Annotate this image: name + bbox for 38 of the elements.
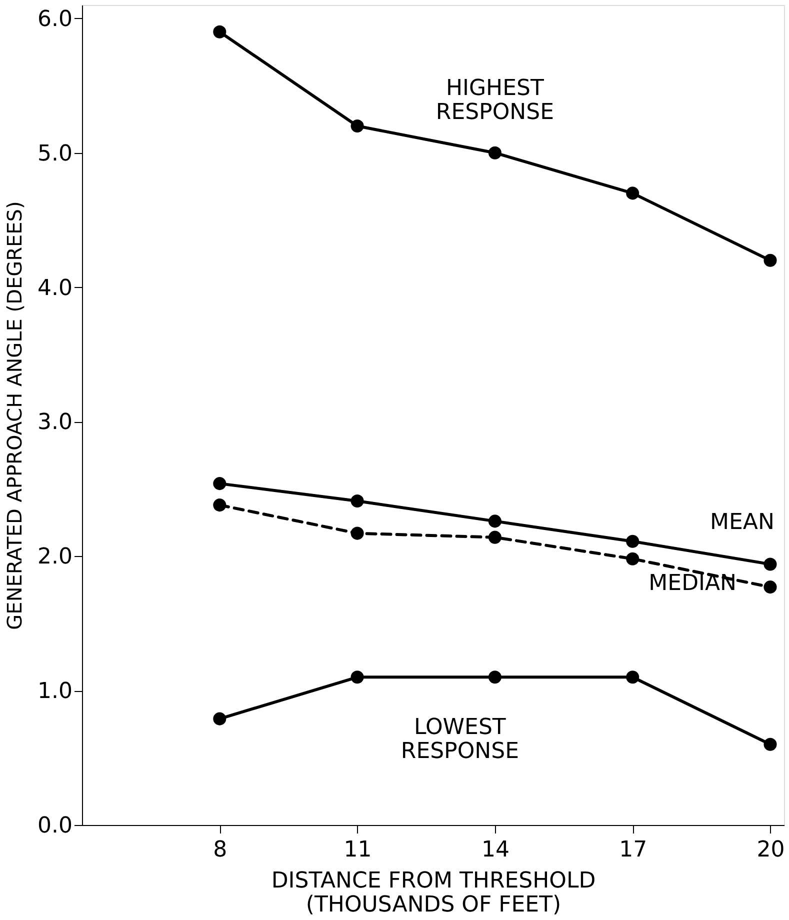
point — [626, 534, 640, 548]
x-tick-label: 20 — [756, 838, 785, 862]
y-tick-label: 4.0 — [38, 276, 72, 301]
point — [488, 146, 502, 160]
x-tick-label: 17 — [619, 838, 648, 862]
point — [350, 119, 364, 132]
x-tick-label: 14 — [481, 838, 510, 862]
point — [350, 526, 364, 540]
series-label: MEAN — [710, 510, 774, 536]
point — [626, 552, 640, 566]
point — [764, 558, 777, 571]
point — [626, 670, 640, 684]
y-tick-label: 6.0 — [38, 6, 72, 32]
x-tick-label: 11 — [344, 838, 372, 862]
point — [488, 514, 502, 528]
series-label: LOWEST RESPONSE — [400, 715, 519, 764]
point — [764, 254, 777, 267]
point — [213, 25, 226, 38]
point — [350, 494, 364, 508]
y-tick-label: 5.0 — [38, 141, 72, 166]
y-tick-label: 3.0 — [38, 410, 72, 436]
point — [213, 498, 226, 512]
point — [488, 530, 502, 544]
point — [764, 580, 777, 594]
point — [764, 738, 777, 751]
x-axis-title: DISTANCE FROM THRESHOLD (THOUSANDS OF FEET) — [271, 868, 596, 918]
x-tick-label: 8 — [213, 838, 228, 862]
y-tick-label: 2.0 — [38, 544, 72, 570]
point — [213, 477, 226, 490]
y-axis-title: GENERATED APPROACH ANGLE (DEGREES) — [2, 201, 27, 630]
point — [213, 712, 226, 726]
point — [626, 186, 640, 200]
y-tick-label: 0.0 — [38, 814, 72, 838]
point — [488, 670, 502, 684]
series-label: HIGHEST RESPONSE — [436, 76, 554, 125]
point — [350, 670, 364, 684]
series-label: MEDIAN — [648, 570, 736, 596]
y-tick-label: 1.0 — [38, 679, 72, 704]
